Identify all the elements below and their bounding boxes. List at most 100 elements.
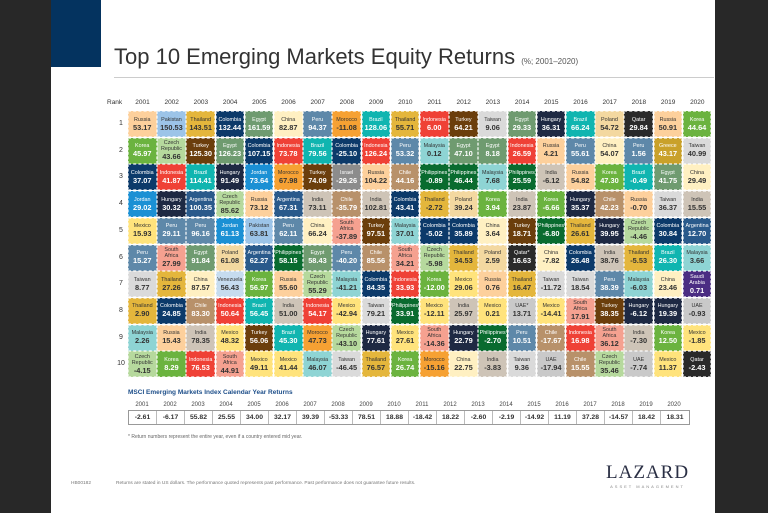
country-cell: Colombia 43.41 [390, 191, 420, 218]
country-name: Philippines [479, 330, 506, 337]
country-cell: Czech Republic 85.62 [215, 191, 245, 218]
country-cell: Egypt 91.84 [186, 244, 215, 271]
country-name: Egypt [660, 169, 675, 176]
rank-label: 4 [119, 200, 123, 208]
country-name: Qatar* [514, 250, 530, 256]
country-cell: Chile 85.56 [361, 244, 391, 271]
country-name: India [486, 356, 499, 363]
country-name: Korea [164, 356, 179, 363]
return-value: -1.85 [688, 336, 706, 346]
index-year: 2008 [331, 402, 345, 408]
country-name: Colombia [130, 169, 154, 176]
return-value: 0.21 [485, 309, 500, 319]
country-name: Peru [603, 276, 616, 283]
year-header: 2004 [222, 99, 238, 106]
country-cell: Peru -40.20 [332, 244, 361, 271]
country-name: Taiwan [367, 303, 385, 310]
country-name: India [311, 196, 324, 203]
country-name: South Africa [573, 300, 588, 313]
return-value: 84.35 [366, 282, 386, 292]
country-cell: Malaysia 46.07 [303, 351, 332, 378]
return-value: 43.41 [395, 202, 415, 212]
country-name: Thailand [131, 303, 153, 310]
return-value: 73.78 [279, 149, 298, 159]
country-cell: Malaysia -41.21 [332, 271, 361, 298]
country-name: Thailand [569, 223, 591, 230]
return-value: 0.12 [427, 149, 442, 159]
country-name: Thailand [394, 116, 416, 123]
return-value: 8.77 [135, 282, 150, 292]
country-cell: Korea 56.97 [244, 271, 274, 298]
year-header: 2010 [398, 99, 413, 106]
return-value: -11.08 [336, 122, 357, 132]
country-name: UAE [633, 356, 645, 363]
country-name: Chile [369, 250, 382, 256]
return-value: 26.48 [571, 256, 590, 265]
country-cell: Hungary 35.37 [566, 191, 595, 218]
year-header: 2018 [631, 99, 647, 106]
return-value: 42.23 [600, 202, 619, 212]
country-cell: Qatar 29.84 [624, 111, 653, 137]
year-header: 2013 [485, 99, 501, 106]
country-cell: Mexico 48.32 [215, 324, 245, 351]
return-value: -4.46 [630, 232, 648, 242]
country-name: Poland [221, 250, 239, 256]
country-name: Malaysia [131, 330, 153, 337]
return-value: -14.41 [540, 309, 562, 319]
return-value: 15.43 [162, 336, 181, 346]
country-name: Egypt [222, 143, 237, 150]
index-value: 55.82 [185, 411, 213, 424]
country-name: Peru [194, 223, 207, 230]
country-cell: Mexico -12.11 [420, 297, 449, 324]
return-value: 53.32 [395, 149, 415, 159]
year-header: 2008 [339, 99, 355, 106]
country-name: Malaysia [336, 276, 358, 283]
return-value: 87.57 [191, 282, 210, 292]
return-value: 16.47 [512, 282, 532, 292]
return-value: 94.37 [308, 122, 327, 132]
country-name: Egypt [193, 250, 208, 256]
country-cell: Russia 4.21 [536, 137, 566, 164]
country-name: Mexico [396, 330, 414, 337]
return-value: 55.61 [571, 149, 590, 159]
return-value: -4.15 [133, 365, 151, 375]
country-name: Hungary [570, 196, 591, 203]
return-value: 126.23 [218, 149, 242, 159]
country-name: Jordan [134, 196, 151, 203]
return-value: 37.01 [395, 229, 415, 239]
return-value: 27.61 [395, 336, 415, 346]
country-name: Peru [340, 250, 353, 256]
return-value: 55.71 [395, 122, 415, 132]
country-cell: India -3.83 [478, 351, 507, 378]
country-cell: Taiwan 9.36 [507, 351, 537, 378]
return-value: 17.91 [571, 312, 590, 322]
country-cell: Colombia 35.89 [449, 217, 478, 244]
country-cell: Brazil 66.24 [566, 111, 595, 137]
country-name: Taiwan [513, 356, 531, 363]
return-value: 55.60 [279, 282, 298, 292]
country-name: India [691, 196, 703, 203]
country-name: Mexico [484, 303, 502, 310]
country-cell: Colombia 26.48 [566, 244, 595, 271]
return-value: 0.71 [689, 285, 705, 295]
return-value: 41.87 [162, 175, 181, 185]
country-name: Colombia [452, 223, 475, 230]
country-cell: Indonesia 54.17 [303, 297, 332, 324]
country-name: Brazil [193, 169, 208, 176]
country-cell: Turkey 97.51 [361, 217, 391, 244]
country-name: Colombia [247, 143, 271, 150]
index-year: 2003 [191, 402, 205, 408]
return-value: 76.57 [366, 362, 386, 372]
country-cell: China 66.24 [303, 217, 332, 244]
country-name: Russia [163, 330, 180, 337]
return-value: 44.16 [395, 175, 415, 185]
country-name: Colombia [218, 116, 242, 123]
index-value: -53.33 [325, 411, 353, 424]
country-cell: South Africa 17.91 [566, 297, 595, 324]
return-value: -6.12 [542, 175, 560, 185]
country-cell: India 15.55 [682, 191, 712, 218]
country-cell: Brazil 26.30 [653, 244, 683, 271]
year-header: 2015 [544, 99, 559, 106]
country-cell: Mexico 29.06 [449, 271, 478, 298]
country-cell: Colombia 24.85 [157, 297, 186, 324]
